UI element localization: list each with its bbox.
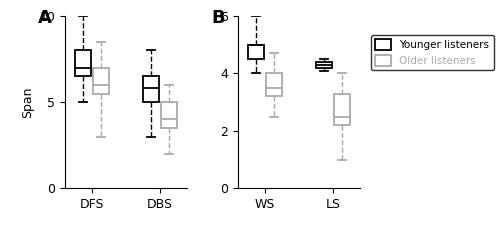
- PathPatch shape: [160, 102, 177, 128]
- PathPatch shape: [248, 45, 264, 59]
- Legend: Younger listeners, Older listeners: Younger listeners, Older listeners: [372, 35, 494, 70]
- PathPatch shape: [334, 94, 350, 125]
- PathPatch shape: [75, 50, 91, 76]
- PathPatch shape: [266, 73, 282, 96]
- PathPatch shape: [93, 68, 109, 94]
- Text: B: B: [212, 9, 225, 27]
- PathPatch shape: [316, 62, 332, 68]
- PathPatch shape: [142, 76, 159, 102]
- Y-axis label: Span: Span: [21, 86, 34, 118]
- Text: A: A: [38, 9, 52, 27]
